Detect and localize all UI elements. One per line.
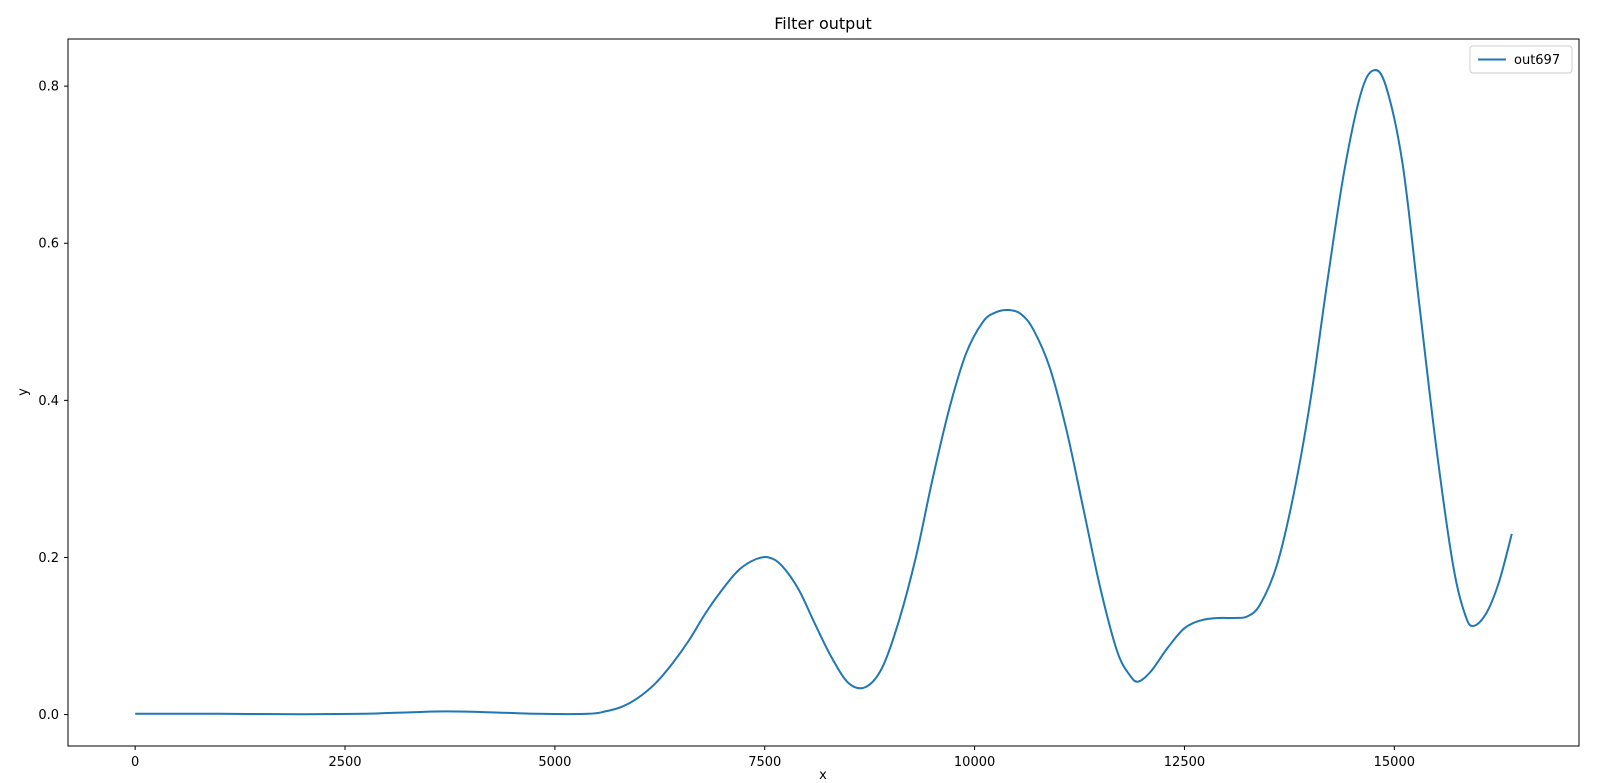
x-tick-label: 12500: [1164, 755, 1205, 770]
y-tick-label: 0.2: [38, 551, 59, 566]
legend-box: [1469, 45, 1573, 74]
chart-title: Filter output: [774, 14, 871, 33]
y-tick-label: 0.6: [38, 237, 59, 252]
series-line-out697: [135, 69, 1513, 716]
legend: out697: [1469, 45, 1573, 74]
x-axis-label: x: [819, 768, 827, 783]
y-axis-label: y: [16, 388, 31, 396]
y-tick-label: 0.4: [38, 394, 59, 409]
y-tick-label: 0.0: [38, 708, 59, 723]
x-tick-label: 15000: [1374, 755, 1415, 770]
x-axis: 0 2500 5000 7500 10000 12500 15000: [131, 746, 1415, 770]
x-tick-label: 7500: [748, 755, 781, 770]
x-tick-label: 5000: [538, 755, 571, 770]
x-tick-label: 10000: [954, 755, 995, 770]
y-axis: 0.0 0.2 0.4 0.6 0.8: [38, 80, 68, 723]
series-lines: [135, 69, 1513, 716]
y-tick-label: 0.8: [38, 80, 59, 95]
legend-label-out697: out697: [1514, 53, 1560, 68]
plot-area: [67, 38, 1580, 747]
x-tick-label: 2500: [328, 755, 361, 770]
x-tick-label: 0: [131, 755, 139, 770]
